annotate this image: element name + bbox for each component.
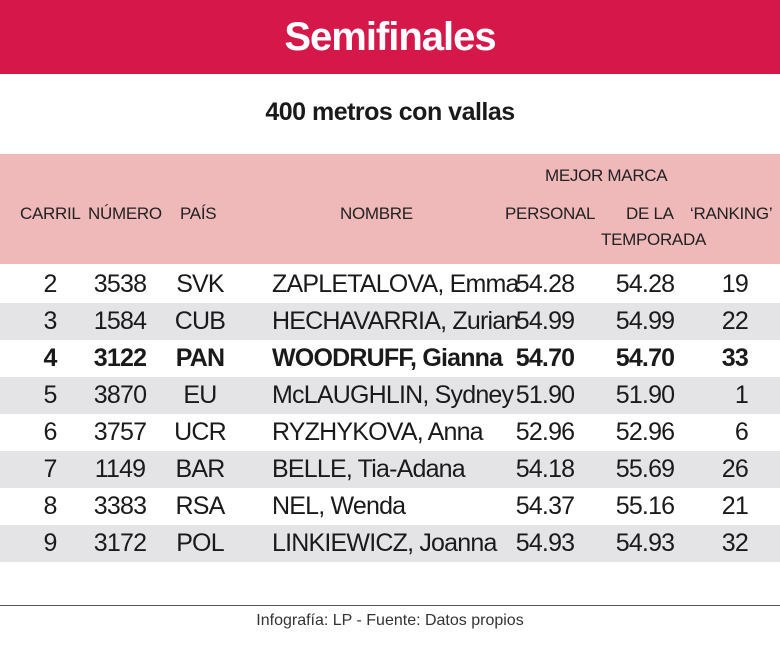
cell-carril: 6: [43, 418, 57, 446]
cell-nombre: BELLE, Tia-Adana: [272, 455, 466, 483]
cell-numero: 3870: [93, 381, 147, 409]
cell-personal: 54.28: [515, 270, 575, 298]
cell-nombre: NEL, Wenda: [272, 492, 406, 520]
cell-personal: 54.70: [515, 344, 575, 372]
cell-nombre: LINKIEWICZ, Joanna: [272, 529, 497, 557]
cell-carril: 8: [43, 492, 57, 520]
cell-carril: 5: [43, 381, 57, 409]
table-row: 5 3870 EU McLAUGHLIN, Sydney 51.90 51.90 1: [0, 377, 780, 414]
cell-pais: RSA: [175, 492, 225, 520]
cell-numero: 3757: [93, 418, 147, 446]
cell-temporada: 52.96: [615, 418, 675, 446]
header-personal: PERSONAL: [505, 204, 596, 223]
cell-numero: 3538: [93, 270, 147, 298]
cell-personal: 54.37: [515, 492, 575, 520]
table-row: 4 3122 PAN WOODRUFF, Gianna 54.70 54.70 33: [0, 340, 780, 377]
cell-temporada: 54.28: [615, 270, 675, 298]
cell-personal: 54.99: [515, 307, 575, 335]
cell-pais: POL: [176, 529, 224, 557]
cell-temporada: 55.69: [615, 455, 675, 483]
cell-temporada: 55.16: [615, 492, 675, 520]
table-row: 7 1149 BAR BELLE, Tia-Adana 54.18 55.69 26: [0, 451, 780, 488]
cell-numero: 1584: [93, 307, 147, 335]
cell-personal: 52.96: [515, 418, 575, 446]
cell-ranking: 33: [721, 344, 749, 372]
table-row: 9 3172 POL LINKIEWICZ, Joanna 54.93 54.93 32: [0, 525, 780, 562]
cell-personal: 54.18: [515, 455, 575, 483]
cell-temporada: 54.99: [615, 307, 675, 335]
cell-carril: 7: [43, 455, 57, 483]
cell-personal: 54.93: [515, 529, 575, 557]
cell-numero: 3122: [93, 344, 147, 372]
results-table-body: 2 3538 SVK ZAPLETALOVA, Emma 54.28 54.28 19 3 15…: [0, 266, 780, 562]
cell-pais: EU: [183, 381, 217, 409]
footer-divider: [0, 605, 780, 606]
table-row: 6 3757 UCR RYZHYKOVA, Anna 52.96 52.96 6: [0, 414, 780, 451]
header-mejor-marca: MEJOR MARCA: [545, 166, 668, 185]
cell-personal: 51.90: [515, 381, 575, 409]
header-ranking: ‘RANKING’: [690, 204, 773, 223]
header-temporada-line1: DE LA: [626, 204, 674, 223]
cell-carril: 4: [43, 344, 57, 372]
cell-temporada: 54.93: [615, 529, 675, 557]
table-row: 3 1584 CUB HECHAVARRIA, Zurian 54.99 54.99 22: [0, 303, 780, 340]
header-nombre: NOMBRE: [340, 204, 413, 223]
cell-carril: 9: [43, 529, 57, 557]
cell-ranking: 32: [721, 529, 749, 557]
cell-ranking: 19: [721, 270, 749, 298]
cell-pais: PAN: [175, 344, 225, 372]
header-temporada-line2: TEMPORADA: [601, 230, 706, 249]
page-title: Semifinales: [284, 14, 496, 59]
cell-ranking: 26: [721, 455, 749, 483]
cell-temporada: 51.90: [615, 381, 675, 409]
cell-carril: 2: [43, 270, 57, 298]
cell-nombre: RYZHYKOVA, Anna: [272, 418, 484, 446]
cell-pais: BAR: [175, 455, 225, 483]
subtitle: 400 metros con vallas: [265, 98, 515, 126]
cell-pais: SVK: [176, 270, 224, 298]
cell-temporada: 54.70: [615, 344, 675, 372]
cell-nombre: ZAPLETALOVA, Emma: [272, 270, 519, 298]
table-row: 8 3383 RSA NEL, Wenda 54.37 55.16 21: [0, 488, 780, 525]
cell-ranking: 21: [721, 492, 749, 520]
cell-ranking: 1: [734, 381, 749, 409]
cell-ranking: 6: [734, 418, 749, 446]
cell-pais: UCR: [174, 418, 227, 446]
header-pais: PAÍS: [180, 204, 217, 223]
title-banner: Semifinales: [0, 0, 780, 74]
cell-numero: 3383: [93, 492, 147, 520]
header-carril: CARRIL: [20, 204, 81, 223]
cell-nombre: McLAUGHLIN, Sydney: [272, 381, 514, 409]
source-credit: Infografía: LP - Fuente: Datos propios: [256, 612, 524, 629]
cell-nombre: HECHAVARRIA, Zurian: [272, 307, 519, 335]
cell-pais: CUB: [174, 307, 226, 335]
cell-carril: 3: [43, 307, 57, 335]
table-row: 2 3538 SVK ZAPLETALOVA, Emma 54.28 54.28 19: [0, 266, 780, 303]
cell-numero: 1149: [94, 455, 146, 483]
cell-numero: 3172: [93, 529, 147, 557]
cell-ranking: 22: [721, 307, 749, 335]
table-header: MEJOR MARCA CARRIL NÚMERO PAÍS NOMBRE PE…: [0, 154, 780, 264]
cell-nombre: WOODRUFF, Gianna: [272, 344, 503, 372]
header-numero: NÚMERO: [88, 204, 162, 223]
